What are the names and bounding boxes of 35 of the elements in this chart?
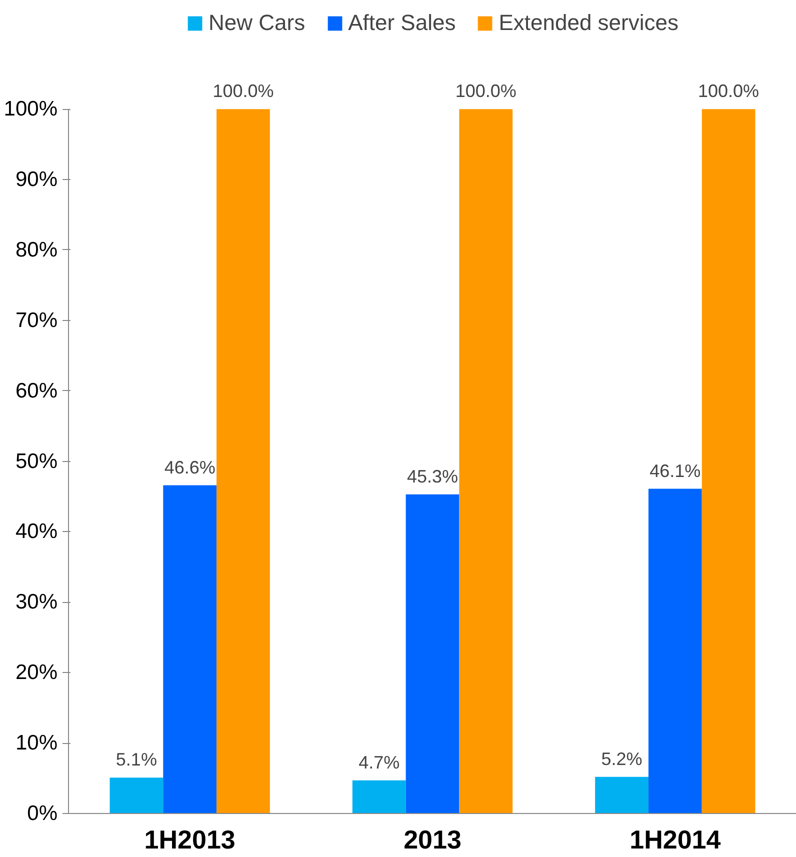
data-label: 100.0% bbox=[455, 81, 516, 102]
data-label: 46.6% bbox=[164, 457, 216, 478]
legend-label: After Sales bbox=[348, 10, 456, 36]
bar bbox=[595, 776, 648, 814]
x-tick-label: 1H2014 bbox=[630, 824, 722, 854]
data-label: 5.2% bbox=[601, 748, 642, 769]
y-tick-label: 50% bbox=[15, 450, 58, 473]
x-tick-label: 2013 bbox=[404, 824, 462, 854]
bar bbox=[702, 109, 756, 814]
legend-label: Extended services bbox=[498, 10, 678, 36]
y-tick-label: 20% bbox=[15, 661, 58, 684]
data-label: 46.1% bbox=[650, 460, 701, 481]
bar bbox=[163, 485, 217, 814]
y-tick-label: 30% bbox=[15, 590, 58, 614]
y-tick-label: 80% bbox=[15, 238, 58, 262]
y-tick-label: 60% bbox=[15, 379, 58, 402]
data-label: 100.0% bbox=[698, 81, 760, 102]
bar bbox=[406, 494, 460, 814]
data-label: 4.7% bbox=[358, 752, 400, 772]
x-tick-label: 1H2013 bbox=[144, 824, 236, 854]
bar bbox=[648, 488, 702, 814]
bar bbox=[110, 778, 164, 814]
y-tick-label: 40% bbox=[15, 520, 58, 544]
bar bbox=[459, 109, 513, 814]
y-tick-label: 0% bbox=[27, 802, 58, 825]
y-tick-label: 70% bbox=[15, 308, 58, 332]
bar bbox=[216, 109, 270, 814]
bar bbox=[352, 780, 406, 814]
y-tick-label: 90% bbox=[15, 168, 58, 192]
data-label: 100.0% bbox=[212, 81, 274, 102]
data-label: 45.3% bbox=[406, 466, 458, 486]
data-label: 5.1% bbox=[116, 750, 157, 770]
y-tick-label: 10% bbox=[15, 732, 58, 755]
legend-label: New Cars bbox=[208, 10, 306, 36]
y-tick-label: 100% bbox=[4, 98, 58, 121]
